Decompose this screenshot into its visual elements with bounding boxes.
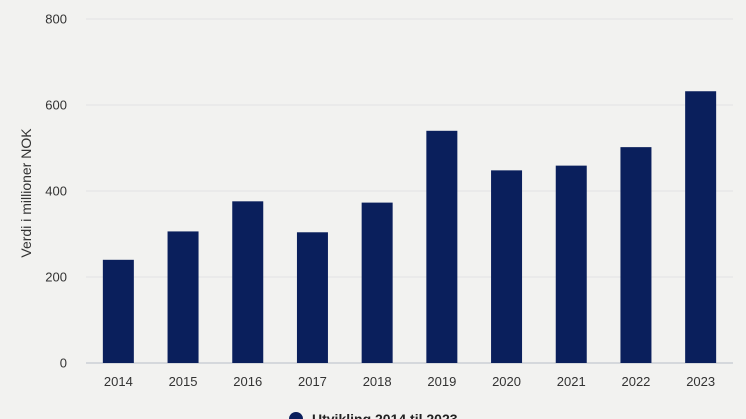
x-tick-label: 2020 bbox=[492, 374, 521, 389]
bar-2021[interactable] bbox=[555, 165, 587, 363]
x-tick-label: 2014 bbox=[104, 374, 133, 389]
bar-2015[interactable] bbox=[167, 231, 199, 363]
legend[interactable]: Utvikling 2014 til 2023 bbox=[289, 411, 458, 419]
bar-2017[interactable] bbox=[296, 232, 328, 363]
x-tick-label: 2019 bbox=[427, 374, 456, 389]
x-tick-label: 2021 bbox=[557, 374, 586, 389]
bar-2016[interactable] bbox=[232, 201, 264, 363]
x-tick-label: 2015 bbox=[169, 374, 198, 389]
bar-2018[interactable] bbox=[361, 202, 393, 363]
bar-2023[interactable] bbox=[685, 91, 717, 364]
x-tick-label: 2016 bbox=[233, 374, 262, 389]
y-tick-label: 400 bbox=[45, 184, 67, 199]
bars bbox=[102, 91, 717, 364]
y-tick-label: 0 bbox=[60, 356, 67, 371]
x-tick-label: 2022 bbox=[621, 374, 650, 389]
y-tick-label: 800 bbox=[45, 12, 67, 27]
x-tick-label: 2018 bbox=[363, 374, 392, 389]
legend-label: Utvikling 2014 til 2023 bbox=[312, 411, 458, 419]
y-tick-label: 200 bbox=[45, 270, 67, 285]
bar-2020[interactable] bbox=[491, 170, 523, 363]
y-axis-title: Verdi i millioner NOK bbox=[18, 128, 34, 258]
legend-marker bbox=[289, 412, 303, 419]
x-tick-label: 2023 bbox=[686, 374, 715, 389]
bar-2022[interactable] bbox=[620, 147, 652, 363]
bar-2014[interactable] bbox=[102, 259, 134, 363]
bar-2019[interactable] bbox=[426, 130, 458, 363]
x-axis-ticks: 2014 2015 2016 2017 2018 2019 2020 2021 2022 2023 bbox=[104, 374, 715, 389]
y-axis-ticks: 0 200 400 600 800 bbox=[45, 12, 67, 371]
y-tick-label: 600 bbox=[45, 98, 67, 113]
x-tick-label: 2017 bbox=[298, 374, 327, 389]
